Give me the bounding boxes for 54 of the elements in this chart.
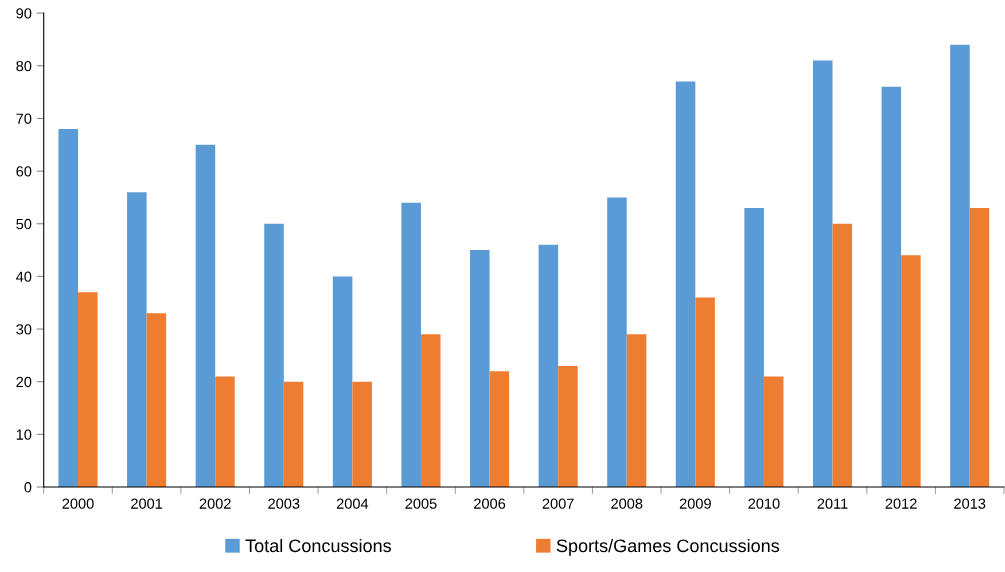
x-tick-label: 2009 <box>679 498 711 509</box>
x-tick-label: 2002 <box>199 498 231 509</box>
x-tick-label: 2007 <box>542 498 574 509</box>
y-tick-label: 30 <box>16 324 32 335</box>
bar <box>127 192 147 487</box>
bar <box>763 376 784 487</box>
x-tick-label: 2000 <box>62 498 94 509</box>
y-tick-label: 80 <box>16 60 32 72</box>
legend-label: Total Concussions <box>245 538 391 553</box>
y-tick-label: 50 <box>16 218 32 230</box>
bar <box>626 334 647 487</box>
y-tick-label: 40 <box>16 271 32 282</box>
x-tick-label: 2003 <box>268 498 300 509</box>
bar <box>420 334 441 487</box>
bar <box>881 86 902 487</box>
bar <box>78 292 98 487</box>
bar <box>812 60 833 487</box>
bar <box>538 244 559 487</box>
y-tick-label: 60 <box>16 166 32 177</box>
x-tick-label: 2008 <box>611 498 643 509</box>
x-tick-label: 2010 <box>748 498 780 509</box>
bar <box>283 381 304 487</box>
bar <box>832 223 853 487</box>
bar <box>489 371 510 487</box>
y-tick-label: 70 <box>16 113 32 124</box>
y-tick-label: 90 <box>16 8 32 19</box>
x-tick-label: 2004 <box>336 498 369 509</box>
y-tick-label: 20 <box>16 376 32 388</box>
x-tick-label: 2012 <box>885 498 917 509</box>
x-tick-label: 2011 <box>817 498 848 509</box>
legend-label: Sports/Games Concussions <box>556 538 780 556</box>
bar <box>744 207 764 487</box>
bar <box>607 197 627 487</box>
y-tick-label: 10 <box>16 429 32 440</box>
bar <box>969 207 990 487</box>
bar <box>332 276 353 487</box>
x-tick-label: 2013 <box>954 498 986 509</box>
bar <box>352 381 372 487</box>
x-tick-label: 2006 <box>474 498 506 509</box>
bar <box>950 44 970 487</box>
bar <box>264 223 284 487</box>
bar <box>58 128 79 487</box>
x-tick-label: 2001 <box>131 498 163 509</box>
y-tick-label: 0 <box>24 482 32 493</box>
x-tick-label: 2005 <box>405 498 437 509</box>
bar <box>675 81 696 487</box>
bar <box>401 202 421 487</box>
bar <box>695 297 715 487</box>
bar <box>215 376 235 487</box>
bar <box>146 313 167 487</box>
bar <box>470 250 490 487</box>
bar <box>195 144 216 487</box>
bar <box>558 365 578 487</box>
bar <box>901 255 921 487</box>
